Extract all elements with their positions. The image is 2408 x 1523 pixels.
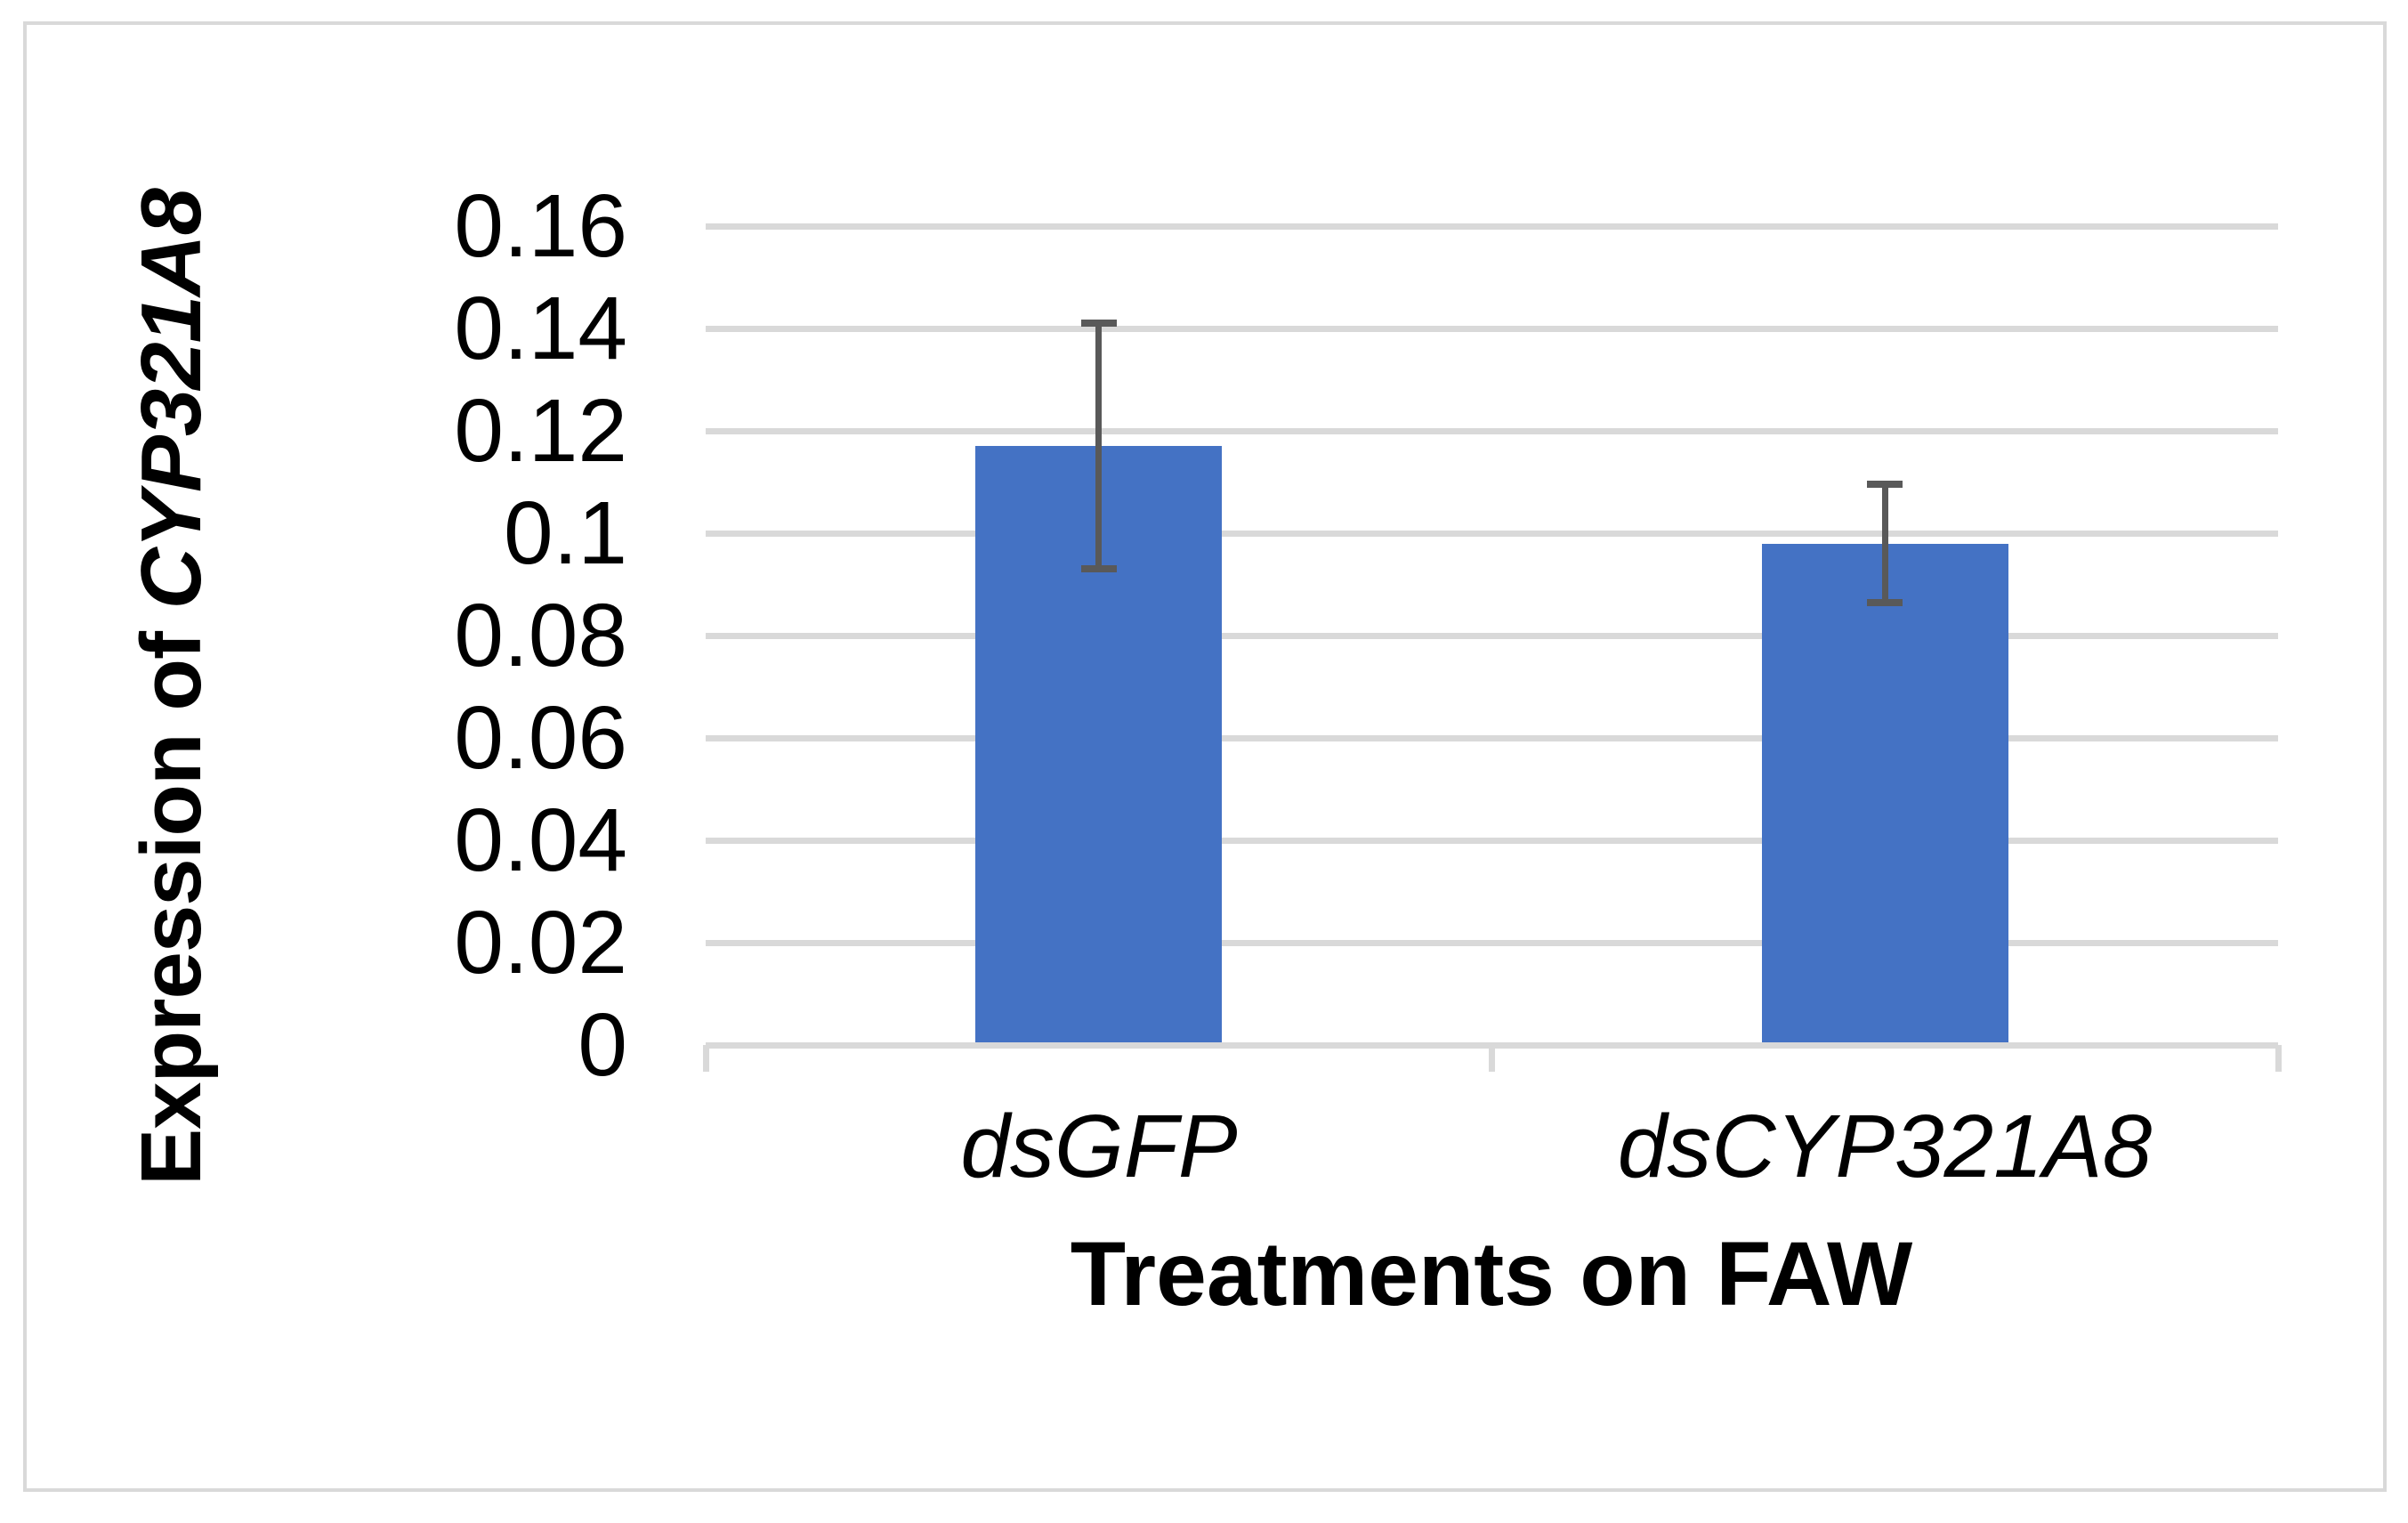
gridline xyxy=(706,325,2278,332)
bar-dsCYP321A8 xyxy=(1761,543,2008,1042)
y-tick-label: 0.16 xyxy=(454,176,627,276)
x-axis-tick xyxy=(1489,1045,1495,1072)
error-bar-top-cap-dsCYP321A8 xyxy=(1867,481,1903,489)
y-tick-label: 0.12 xyxy=(454,381,627,481)
y-tick-label: 0 xyxy=(578,995,627,1095)
y-tick-label: 0.08 xyxy=(454,586,627,685)
error-bar-dsGFP xyxy=(1095,323,1103,570)
error-bar-top-cap-dsGFP xyxy=(1080,320,1117,328)
gridline xyxy=(706,530,2278,537)
y-axis-title: Expression of CYP321A8 xyxy=(124,189,219,1186)
figure-border xyxy=(23,21,2387,1492)
x-tick-label-dsGFP: dsGFP xyxy=(960,1097,1238,1196)
y-tick-label: 0.02 xyxy=(454,893,627,992)
x-axis-tick xyxy=(2275,1045,2282,1072)
error-bar-dsCYP321A8 xyxy=(1881,484,1888,603)
x-axis-tick xyxy=(702,1045,709,1072)
error-bar-bottom-cap-dsCYP321A8 xyxy=(1867,598,1903,606)
gridline xyxy=(706,939,2278,946)
y-axis-title-gene: CYP321A8 xyxy=(124,189,219,610)
y-tick-label: 0.14 xyxy=(454,279,627,378)
gridline xyxy=(706,223,2278,230)
y-tick-label: 0.04 xyxy=(454,790,627,890)
gridline xyxy=(706,427,2278,434)
x-tick-label-dsCYP321A8: dsCYP321A8 xyxy=(1617,1097,2153,1196)
gridline xyxy=(706,837,2278,844)
gridline xyxy=(706,734,2278,741)
y-tick-label: 0.1 xyxy=(503,483,627,583)
error-bar-bottom-cap-dsGFP xyxy=(1080,565,1117,573)
gridline xyxy=(706,632,2278,639)
x-axis-title: Treatments on FAW xyxy=(1070,1223,1913,1325)
y-tick-label: 0.06 xyxy=(454,688,627,788)
y-axis-title-regular: Expression of xyxy=(124,609,219,1186)
